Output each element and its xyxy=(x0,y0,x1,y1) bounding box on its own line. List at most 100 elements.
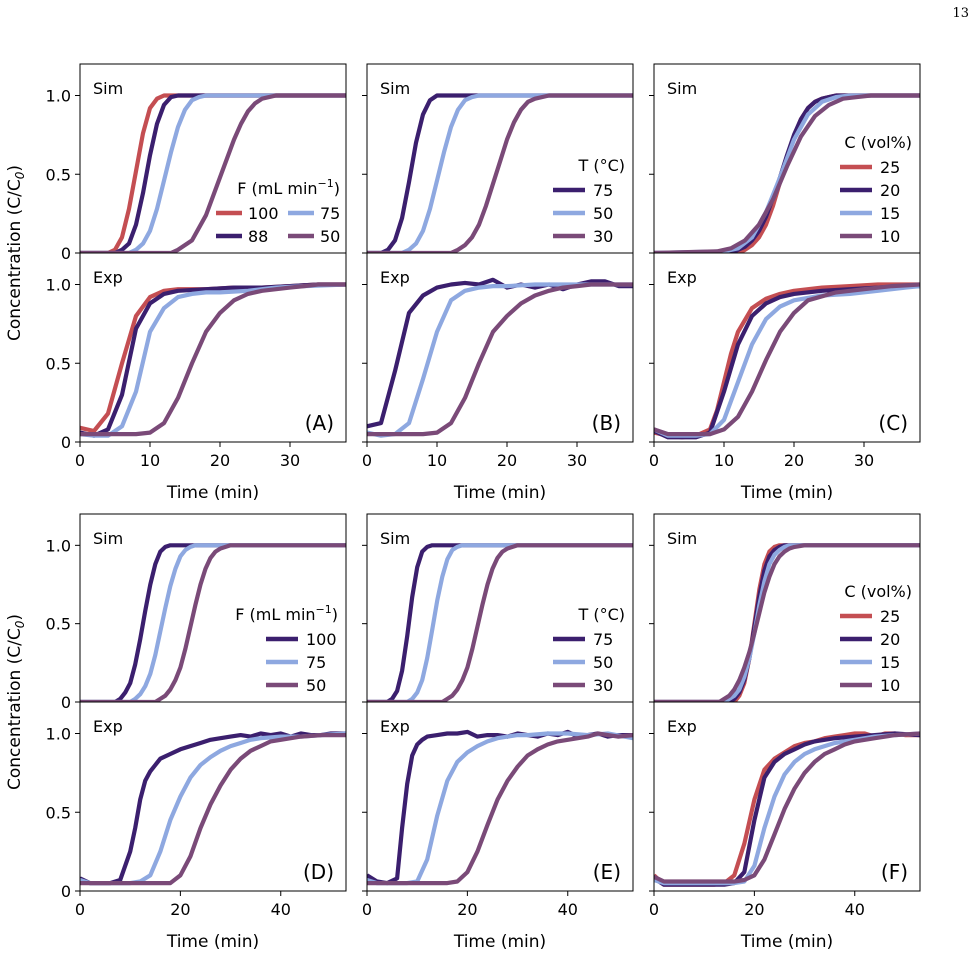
panel-letter: (B) xyxy=(592,411,621,435)
legend-label-10: 10 xyxy=(880,227,900,246)
exp-label: Exp xyxy=(667,268,697,287)
series-line-sim-88 xyxy=(80,93,346,253)
x-tick-label: 0 xyxy=(649,900,659,919)
series-group xyxy=(654,282,920,440)
legend-label-88: 88 xyxy=(248,227,268,246)
legend-title: F (mL min−1) xyxy=(237,177,340,198)
legend-title: T (°C) xyxy=(577,605,625,624)
x-tick-label: 0 xyxy=(75,451,85,470)
sim-label: Sim xyxy=(667,79,697,98)
panel-a-exp: 0 0.5 1.0 Exp 0 10 20 30 Time (min) (A) xyxy=(46,252,347,503)
legend: F (mL min−1) 100 88 75 50 xyxy=(216,177,340,246)
series-line-exp-10 xyxy=(654,731,920,884)
series-group xyxy=(80,543,346,702)
legend: T (°C) 75 50 30 xyxy=(553,605,625,695)
panel-f-sim: Sim C (vol%) 25 20 15 10 xyxy=(649,513,921,703)
x-tick-label: 10 xyxy=(140,451,160,470)
legend-label-50: 50 xyxy=(593,653,613,672)
series-line-exp-50 xyxy=(80,282,346,437)
legend-label-15: 15 xyxy=(880,204,900,223)
series-line-sim-30 xyxy=(367,93,633,253)
series-line-sim-75 xyxy=(367,93,633,253)
legend-title: F (mL min−1) xyxy=(235,603,338,624)
x-tick-label: 20 xyxy=(457,900,477,919)
legend-label-75: 75 xyxy=(306,653,326,672)
legend-label-20: 20 xyxy=(880,181,900,200)
series-line-sim-10 xyxy=(654,543,920,702)
axes-frame xyxy=(653,252,921,443)
x-tick-label: 30 xyxy=(280,451,300,470)
x-axis-label: Time (min) xyxy=(740,932,833,952)
legend-label-25: 25 xyxy=(880,158,900,177)
x-tick-label: 40 xyxy=(558,900,578,919)
x-tick-label: 10 xyxy=(714,451,734,470)
legend-label-50: 50 xyxy=(320,227,340,246)
legend-label-20: 20 xyxy=(880,630,900,649)
series-line-sim-75 xyxy=(80,543,346,702)
series-line-sim-100 xyxy=(80,93,346,253)
x-tick-label: 20 xyxy=(210,451,230,470)
sim-label: Sim xyxy=(93,79,123,98)
axes-frame xyxy=(366,701,634,892)
panel-f-exp: Exp 0 20 40 Time (min) (F) xyxy=(649,701,921,952)
y-tick-label: 0 xyxy=(61,693,71,712)
x-tick-label: 10 xyxy=(427,451,447,470)
series-group xyxy=(367,543,633,702)
page-number: 13 xyxy=(952,6,969,21)
series-group xyxy=(367,729,633,886)
legend-label-75: 75 xyxy=(593,181,613,200)
y-tick-label: 1.0 xyxy=(46,87,71,106)
series-group xyxy=(367,277,633,438)
legend-label-50: 50 xyxy=(593,204,613,223)
exp-label: Exp xyxy=(93,268,123,287)
legend-label-30: 30 xyxy=(593,676,613,695)
x-axis-label: Time (min) xyxy=(453,483,546,503)
series-line-sim-10 xyxy=(654,93,920,253)
series-line-exp-100 xyxy=(80,282,346,434)
x-tick-label: 30 xyxy=(567,451,587,470)
x-tick-label: 30 xyxy=(854,451,874,470)
x-tick-label: 40 xyxy=(845,900,865,919)
x-tick-label: 0 xyxy=(649,451,659,470)
series-line-sim-50 xyxy=(80,543,346,702)
sim-label: Sim xyxy=(380,79,410,98)
series-line-exp-75 xyxy=(367,277,633,429)
legend-label-10: 10 xyxy=(880,676,900,695)
exp-label: Exp xyxy=(667,717,697,736)
y-tick-label: 0.5 xyxy=(46,615,71,634)
y-tick-label: 1.0 xyxy=(46,536,71,555)
panel-a-sim: 0 0.5 1.0 Sim F (mL min−1) 100 88 75 50 xyxy=(46,63,347,263)
series-line-sim-100 xyxy=(80,543,346,702)
x-tick-label: 0 xyxy=(75,900,85,919)
panel-c-sim: Sim C (vol%) 25 20 15 10 xyxy=(649,63,921,254)
series-line-sim-50 xyxy=(367,93,633,253)
y-tick-label: 0.5 xyxy=(46,803,71,822)
panel-letter: (C) xyxy=(878,411,908,435)
series-line-exp-50 xyxy=(80,732,346,886)
x-tick-label: 40 xyxy=(271,900,291,919)
x-tick-label: 20 xyxy=(744,900,764,919)
y-tick-label: 0.5 xyxy=(46,165,71,184)
panel-b-sim: Sim T (°C) 75 50 30 xyxy=(362,63,634,254)
panel-d-sim: 0 0.5 1.0 Sim F (mL min−1) 100 75 50 xyxy=(46,513,347,712)
x-axis-label: Time (min) xyxy=(740,483,833,503)
legend-title: C (vol%) xyxy=(844,582,912,601)
exp-label: Exp xyxy=(93,717,123,736)
y-axis-label: Concentration (C/C0) xyxy=(5,614,27,790)
y-tick-label: 0 xyxy=(61,433,71,452)
panel-b-exp: Exp 0 10 20 30 Time (min) (B) xyxy=(362,252,634,503)
x-axis-label: Time (min) xyxy=(166,932,259,952)
y-tick-label: 0 xyxy=(61,882,71,901)
series-line-sim-75 xyxy=(367,543,633,702)
panel-d-exp: 0 0.5 1.0 Exp 0 20 40 Time (min) (D) xyxy=(46,701,347,952)
sim-label: Sim xyxy=(667,529,697,548)
series-line-exp-30 xyxy=(367,282,633,437)
exp-label: Exp xyxy=(380,717,410,736)
legend: C (vol%) 25 20 15 10 xyxy=(840,133,912,246)
x-tick-label: 20 xyxy=(170,900,190,919)
legend: F (mL min−1) 100 75 50 xyxy=(235,603,338,695)
series-group xyxy=(654,731,920,887)
x-axis-label: Time (min) xyxy=(166,483,259,503)
y-tick-label: 1.0 xyxy=(46,725,71,744)
axes-frame xyxy=(366,252,634,443)
